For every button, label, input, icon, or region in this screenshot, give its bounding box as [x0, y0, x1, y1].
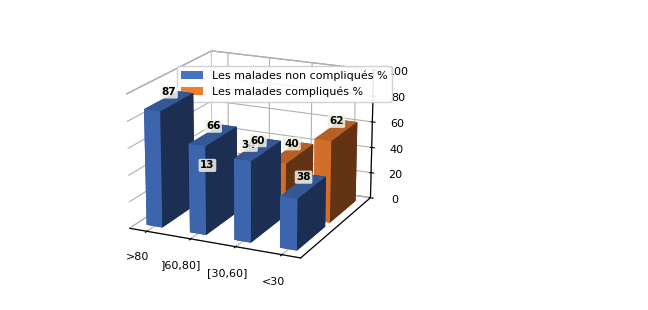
Legend: Les malades non compliqués %, Les malades compliqués %: Les malades non compliqués %, Les malade…	[177, 66, 392, 102]
